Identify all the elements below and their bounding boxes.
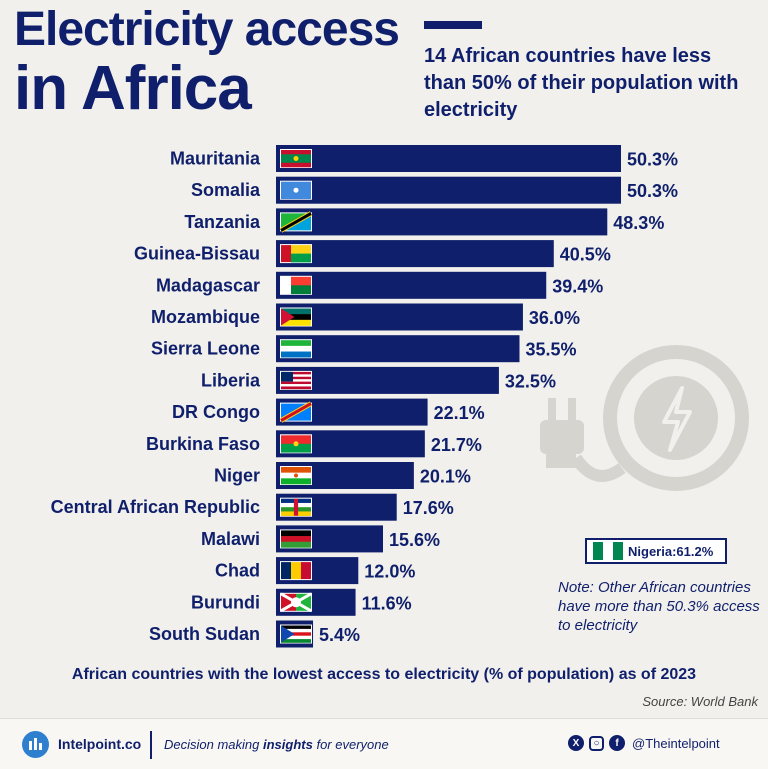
bar-sierra-leone xyxy=(276,335,520,363)
mauritania-flag xyxy=(280,149,312,168)
facebook-icon[interactable]: f xyxy=(609,735,625,751)
bar-guinea-bissau xyxy=(276,240,554,268)
category-label: Mauritania xyxy=(170,149,261,169)
value-label: 50.3% xyxy=(627,181,678,201)
value-label: 48.3% xyxy=(613,213,664,233)
x-icon[interactable]: X xyxy=(568,735,584,751)
category-label: Malawi xyxy=(201,529,260,549)
value-label: 36.0% xyxy=(529,308,580,328)
value-label: 11.6% xyxy=(362,593,412,613)
sierra-leone-flag xyxy=(280,339,312,359)
guinea-bissau-flag xyxy=(280,244,312,264)
liberia-flag xyxy=(280,370,312,390)
burkina-faso-flag xyxy=(280,434,312,454)
title-line-2: in Africa xyxy=(14,54,252,123)
nigeria-label: Nigeria: xyxy=(628,543,677,559)
category-label: South Sudan xyxy=(149,624,260,644)
title-line-1: Electricity access xyxy=(14,3,400,56)
footer-divider xyxy=(150,731,152,759)
bar-mozambique xyxy=(276,303,523,331)
category-label: Mozambique xyxy=(151,307,260,327)
value-label: 35.5% xyxy=(525,340,576,360)
nigeria-flag xyxy=(593,542,623,560)
chart-caption: African countries with the lowest access… xyxy=(71,666,697,683)
category-label: DR Congo xyxy=(172,402,260,422)
nigeria-value: 61.2% xyxy=(676,543,714,559)
bar-mauritania xyxy=(276,145,621,172)
plug-icon xyxy=(540,345,749,491)
tanzania-flag xyxy=(279,211,313,233)
footer: Intelpoint.co Decision making insights f… xyxy=(0,718,768,769)
category-label: Burkina Faso xyxy=(146,434,260,454)
tagline-post: for everyone xyxy=(312,737,389,752)
tagline: Decision making insights for everyone xyxy=(164,737,389,752)
nigeria-flag-stripe xyxy=(603,542,613,560)
bar-somalia xyxy=(276,176,621,204)
value-label: 21.7% xyxy=(431,435,482,455)
value-label: 17.6% xyxy=(403,498,454,518)
value-label: 5.4% xyxy=(319,625,360,645)
tagline-pre: Decision making xyxy=(164,737,263,752)
category-label: Somalia xyxy=(191,180,261,200)
bar-tanzania xyxy=(276,208,608,236)
bar-liberia xyxy=(276,366,499,394)
category-label: Niger xyxy=(214,466,260,486)
niger-flag xyxy=(280,466,312,485)
category-label: Sierra Leone xyxy=(151,339,260,359)
category-label: Burundi xyxy=(191,592,260,612)
bar-chart: Mauritania 50.3% Somalia 50.3% Tanzania 48.3%… xyxy=(51,145,678,648)
brand-name[interactable]: Intelpoint.co xyxy=(58,736,142,752)
social-handle[interactable]: @Theintelpoint xyxy=(632,735,720,751)
source-text: Source: World Bank xyxy=(642,694,758,709)
value-label: 40.5% xyxy=(560,245,611,265)
note-text: Note: Other African countries have more … xyxy=(558,579,760,634)
value-label: 50.3% xyxy=(627,150,678,170)
burundi-flag xyxy=(280,592,312,613)
page-title: Electricity access in Africa xyxy=(14,3,400,123)
intelpoint-logo-icon xyxy=(22,731,49,758)
tagline-bold: insights xyxy=(263,737,313,752)
value-label: 39.4% xyxy=(552,276,603,296)
somalia-flag xyxy=(280,180,312,200)
dr-congo-flag xyxy=(279,401,313,423)
category-label: Central African Republic xyxy=(51,497,260,517)
value-label: 22.1% xyxy=(434,403,485,423)
social-links: X ○ f @Theintelpoint xyxy=(568,735,720,751)
category-label: Madagascar xyxy=(156,275,260,295)
instagram-icon[interactable]: ○ xyxy=(589,735,604,751)
value-label: 20.1% xyxy=(420,467,471,487)
car-flag xyxy=(280,497,312,517)
nigeria-flag-stripe xyxy=(593,542,603,560)
mozambique-flag xyxy=(280,307,312,327)
value-label: 32.5% xyxy=(505,371,556,391)
category-label: Tanzania xyxy=(184,212,261,232)
value-label: 15.6% xyxy=(389,530,440,550)
bar-madagascar xyxy=(276,271,547,299)
category-label: Liberia xyxy=(201,370,261,390)
madagascar-flag xyxy=(280,275,312,295)
malawi-flag xyxy=(280,529,312,549)
category-label: Guinea-Bissau xyxy=(134,244,260,264)
south-sudan-flag xyxy=(280,624,312,644)
nigeria-callout: Nigeria: 61.2% xyxy=(585,538,727,564)
nigeria-flag-stripe xyxy=(613,542,623,560)
chad-flag xyxy=(280,561,312,581)
subtitle: 14 African countries have less than 50% … xyxy=(424,45,739,121)
subtitle-accent-bar xyxy=(424,21,482,29)
value-label: 12.0% xyxy=(364,562,415,582)
category-label: Chad xyxy=(215,561,260,581)
